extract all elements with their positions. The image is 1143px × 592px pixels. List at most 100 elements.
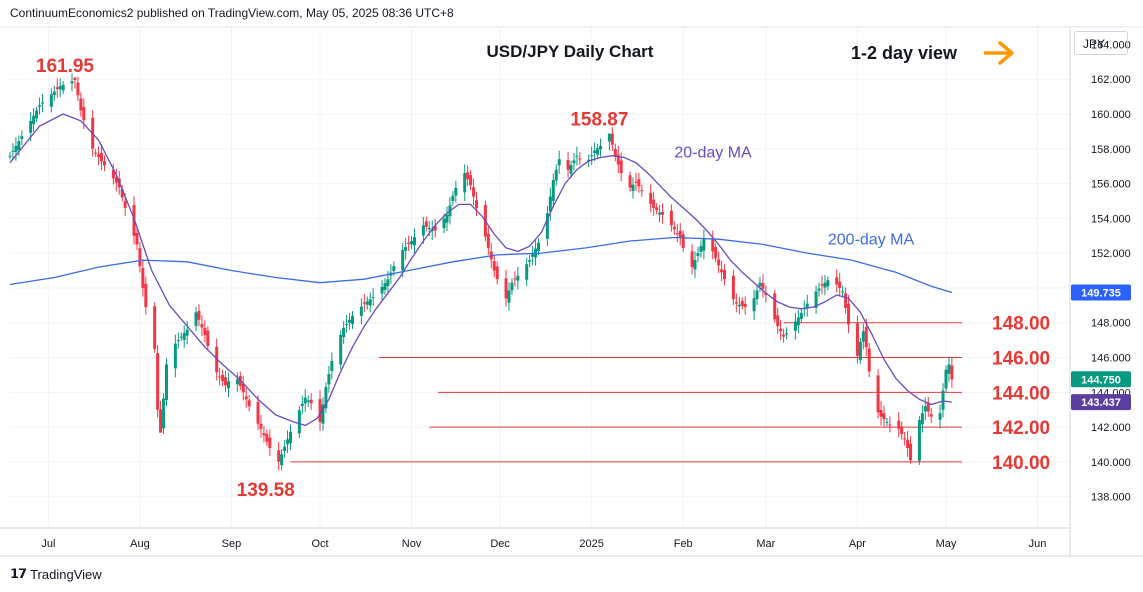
candle-body xyxy=(835,277,839,285)
candle-body xyxy=(472,187,476,197)
candle-body xyxy=(593,150,597,154)
candle-body xyxy=(658,212,662,215)
candle-body xyxy=(926,402,930,412)
candle-body xyxy=(348,319,352,323)
candle-body xyxy=(761,283,765,289)
candle-body xyxy=(649,192,653,204)
candle-body xyxy=(672,226,676,230)
candle-body xyxy=(153,306,157,349)
candle-body xyxy=(120,189,124,198)
candle-body xyxy=(640,190,644,192)
candle-body xyxy=(79,98,83,111)
candle-body xyxy=(844,293,848,308)
candle-body xyxy=(144,283,148,308)
candle-body xyxy=(847,303,851,325)
x-tick-label: Jul xyxy=(41,538,55,550)
candle-body xyxy=(758,282,762,287)
candle-body xyxy=(950,365,954,380)
candle-body xyxy=(371,297,375,299)
candle-body xyxy=(386,279,390,286)
candle-body xyxy=(256,401,260,424)
candle-body xyxy=(138,248,142,267)
candle-body xyxy=(327,374,331,385)
y-tick-label: 154.000 xyxy=(1091,213,1131,225)
candle-body xyxy=(699,246,703,252)
y-tick-label: 146.000 xyxy=(1091,353,1131,365)
x-tick-label: Feb xyxy=(674,538,693,550)
candle-body xyxy=(554,169,558,181)
candle-body xyxy=(799,312,803,319)
candle-body xyxy=(76,82,80,96)
candle-body xyxy=(838,281,842,288)
candle-body xyxy=(882,413,886,420)
x-tick-label: Apr xyxy=(849,538,866,550)
candle-body xyxy=(737,304,741,307)
candle-body xyxy=(510,282,514,291)
tv-logo-icon: 𝟭𝟳 xyxy=(10,566,27,581)
candle-body xyxy=(300,403,304,407)
candle-body xyxy=(173,343,177,369)
tradingview-footer[interactable]: 𝟭𝟳 TradingView xyxy=(10,566,102,582)
candle-body xyxy=(433,225,437,231)
candle-body xyxy=(55,87,59,89)
candle-body xyxy=(164,364,168,400)
candle-body xyxy=(38,105,42,107)
candle-body xyxy=(814,291,818,308)
candle-body xyxy=(224,377,228,386)
candle-body xyxy=(135,232,139,245)
candle-body xyxy=(280,454,284,466)
right-arrow-icon xyxy=(984,41,1014,65)
candle-body xyxy=(675,233,679,235)
candle-body xyxy=(858,341,862,361)
candle-body xyxy=(776,315,780,327)
candle-body xyxy=(566,159,570,170)
candle-body xyxy=(345,323,349,325)
level-label: 140.00 xyxy=(992,453,1050,474)
candle-body xyxy=(82,107,86,121)
candle-body xyxy=(102,161,106,166)
currency-unit-button[interactable]: JPY xyxy=(1074,31,1128,55)
x-tick-label: Oct xyxy=(311,538,328,550)
candle-body xyxy=(49,94,53,107)
candle-body xyxy=(740,301,744,306)
candle-body xyxy=(743,304,747,308)
candle-body xyxy=(94,152,98,154)
candle-body xyxy=(40,102,44,104)
candle-body xyxy=(779,328,783,332)
candle-body xyxy=(944,369,948,389)
candle-body xyxy=(454,187,458,196)
candle-body xyxy=(194,312,198,326)
candle-body xyxy=(451,195,455,202)
level-label: 142.00 xyxy=(992,418,1050,439)
candle-body xyxy=(711,238,715,252)
candle-body xyxy=(619,160,623,174)
candle-body xyxy=(424,221,428,227)
candle-body xyxy=(752,298,756,312)
candle-body xyxy=(182,333,186,340)
candle-body xyxy=(690,251,694,268)
footer-brand: TradingView xyxy=(30,566,102,582)
candle-body xyxy=(486,233,490,248)
candle-body xyxy=(259,423,263,429)
candle-body xyxy=(947,364,951,374)
candle-body xyxy=(206,330,210,346)
price-tag-label: 144.750 xyxy=(1081,374,1121,386)
y-tick-label: 156.000 xyxy=(1091,179,1131,191)
candle-body xyxy=(855,323,859,356)
candle-body xyxy=(513,278,517,280)
candle-body xyxy=(537,242,541,252)
candle-body xyxy=(401,250,405,271)
candle-body xyxy=(442,218,446,229)
x-tick-label: Dec xyxy=(490,538,510,550)
candle-body xyxy=(900,427,904,435)
candle-body xyxy=(528,260,532,262)
candle-body xyxy=(929,414,933,417)
candle-body xyxy=(176,340,180,342)
candle-body xyxy=(61,84,65,91)
candle-body xyxy=(607,133,611,142)
y-tick-label: 158.000 xyxy=(1091,144,1131,156)
candle-body xyxy=(917,420,921,461)
candles-group xyxy=(8,73,954,471)
candle-body xyxy=(714,247,718,259)
